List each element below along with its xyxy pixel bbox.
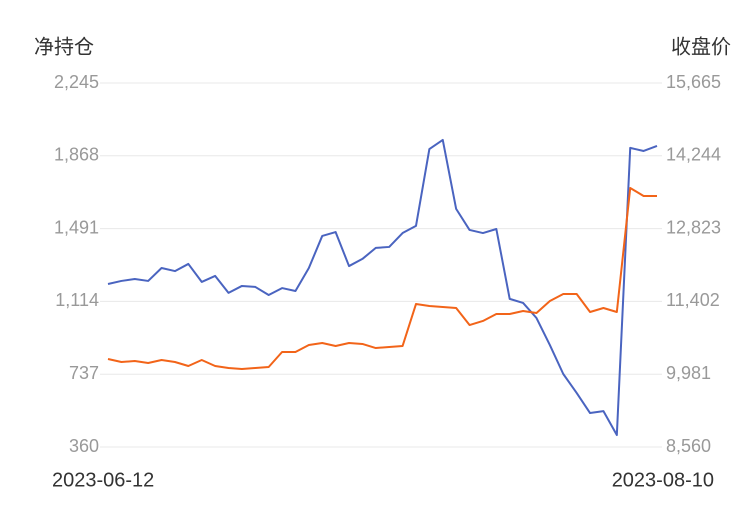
y-tick-label: 2,245 — [54, 72, 99, 92]
y2-tick-label: 8,560 — [666, 436, 711, 456]
y-tick-label: 1,114 — [55, 290, 99, 310]
y2-tick-label: 12,823 — [666, 217, 721, 237]
y2-axis-title: 收盘价 — [671, 35, 731, 58]
series-line — [107, 138, 658, 437]
y2-tick-label: 14,244 — [666, 145, 721, 165]
y2-tick-label: 15,665 — [666, 72, 721, 92]
x-tick-label: 2023-06-12 — [52, 469, 154, 491]
series-line — [107, 186, 657, 370]
y-tick-label: 1,491 — [54, 217, 99, 237]
y-tick-label: 737 — [69, 363, 99, 383]
y2-tick-label: 9,981 — [666, 363, 711, 383]
y-tick-label: 1,868 — [54, 145, 99, 165]
y-axis-title: 净持仓 — [34, 35, 94, 58]
y-tick-label: 360 — [69, 436, 99, 456]
y2-tick-label: 11,402 — [666, 290, 720, 310]
x-tick-label: 2023-08-10 — [612, 469, 714, 491]
